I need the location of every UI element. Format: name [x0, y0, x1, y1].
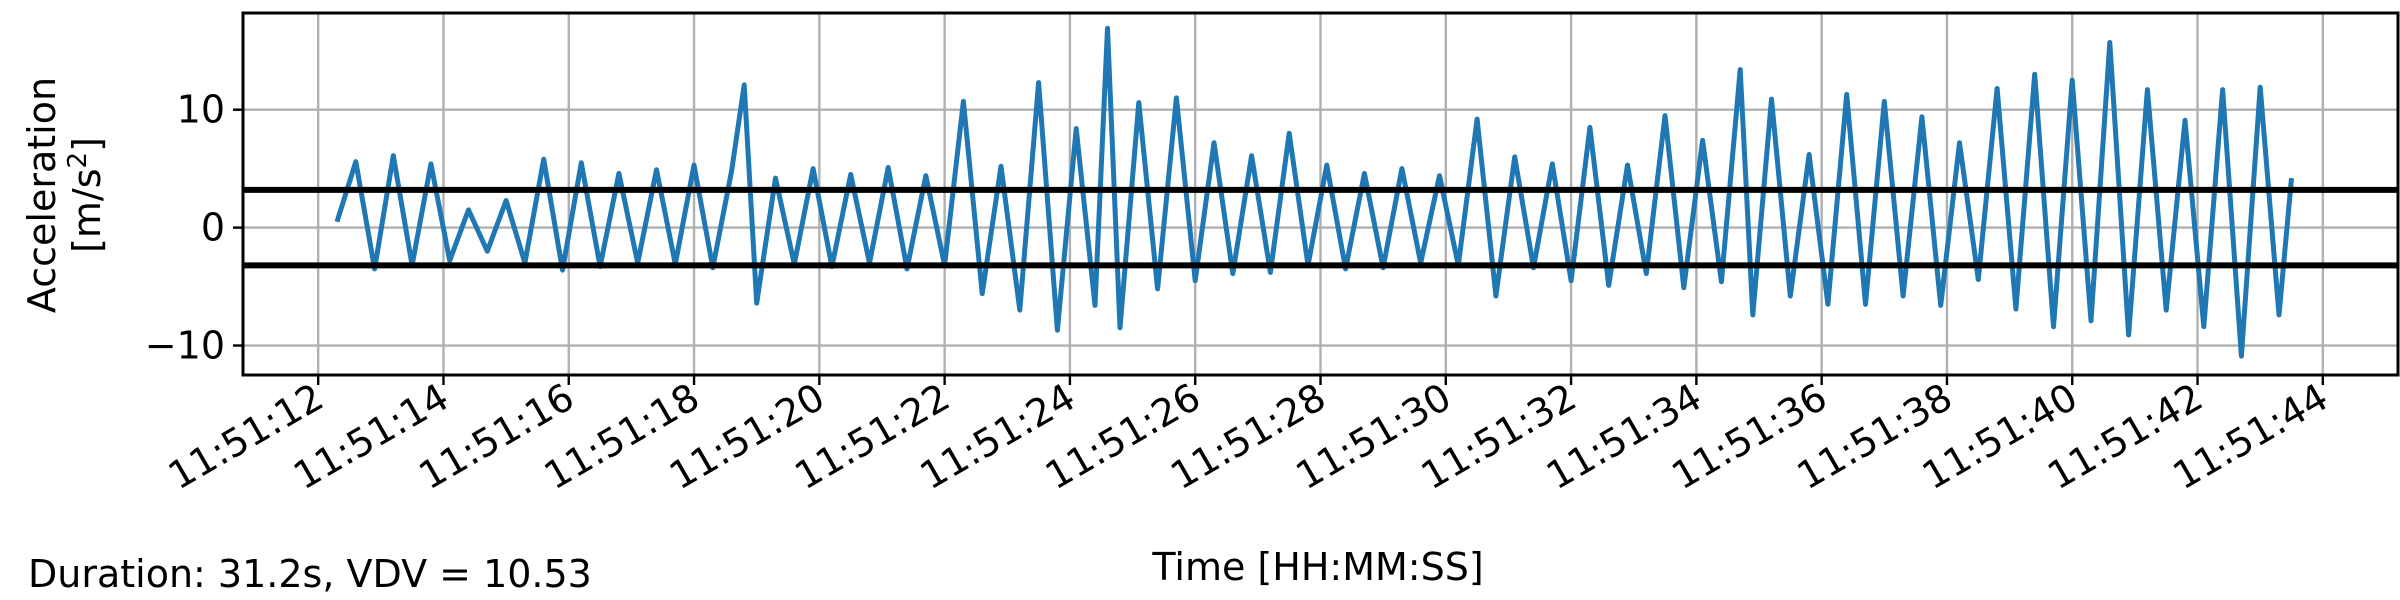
- x-axis-label: Time [HH:MM:SS]: [1151, 545, 1483, 589]
- y-axis-label-line1: Acceleration: [20, 77, 64, 313]
- x-axis: 11:51:1211:51:1411:51:1611:51:1811:51:20…: [161, 375, 2335, 498]
- y-tick-label: 0: [201, 206, 225, 250]
- y-axis-label: Acceleration: [20, 77, 64, 313]
- plot-area: [243, 25, 2398, 359]
- y-axis-unit-base: [m/s: [65, 168, 109, 252]
- duration-vdv-note: Duration: 31.2s, VDV = 10.53: [28, 552, 592, 596]
- y-axis: −10 0 10: [145, 88, 243, 368]
- y-axis-unit: [m/s2]: [63, 137, 109, 253]
- y-axis-unit-sup: 2: [63, 152, 93, 169]
- grid-lines: [243, 13, 2398, 375]
- y-axis-unit-end: ]: [65, 137, 109, 152]
- y-tick-label: 10: [177, 88, 225, 132]
- y-tick-label: −10: [145, 324, 225, 368]
